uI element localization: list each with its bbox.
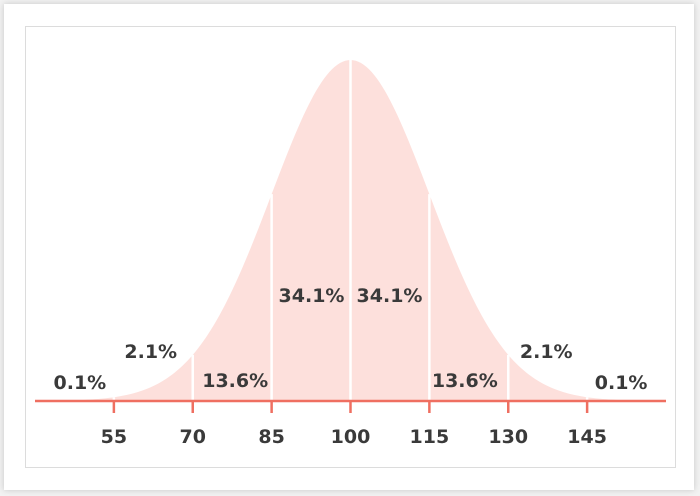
x-tick-label-145: 145 xyxy=(567,426,607,448)
x-tick-label-70: 70 xyxy=(180,426,206,448)
region-label-4: 34.1% xyxy=(279,285,345,307)
region-label-1: 0.1% xyxy=(54,372,107,394)
region-label-8: 0.1% xyxy=(595,372,648,394)
x-tick-label-100: 100 xyxy=(331,426,371,448)
region-label-6: 13.6% xyxy=(432,370,498,392)
region-label-5: 34.1% xyxy=(357,285,423,307)
x-tick-label-85: 85 xyxy=(258,426,284,448)
x-tick-label-115: 115 xyxy=(410,426,450,448)
region-label-2: 2.1% xyxy=(124,341,177,363)
x-tick-label-130: 130 xyxy=(488,426,528,448)
region-label-7: 2.1% xyxy=(520,341,573,363)
x-tick-label-55: 55 xyxy=(101,426,127,448)
region-label-3: 13.6% xyxy=(202,370,268,392)
